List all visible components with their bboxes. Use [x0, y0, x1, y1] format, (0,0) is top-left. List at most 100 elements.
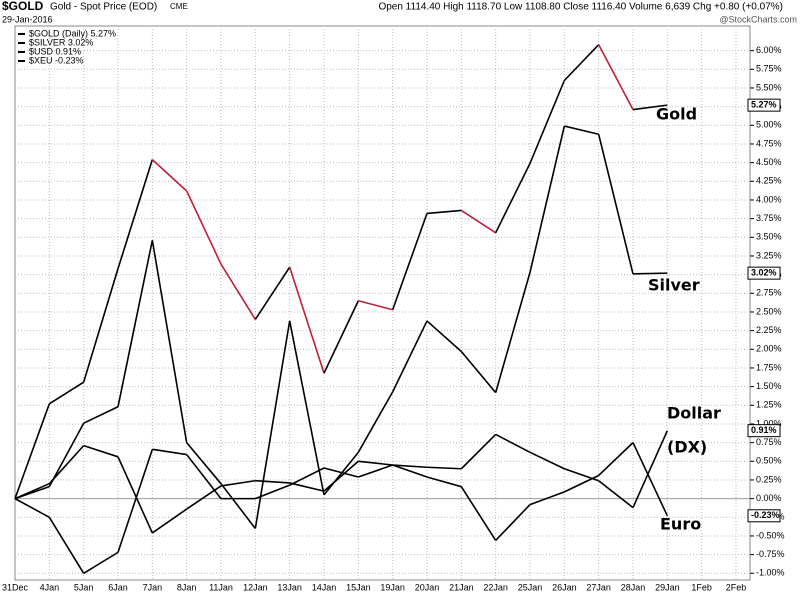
series-segment: [358, 464, 393, 478]
series-segment: [48, 422, 85, 488]
x-tick-label: 27Jan: [586, 582, 611, 592]
series-segment: [83, 551, 119, 574]
series-segment: [14, 482, 50, 500]
series-segment: [220, 479, 256, 487]
series-segment: [632, 272, 668, 275]
end-label: -0.23%: [751, 510, 780, 520]
x-tick-label: 31Dec: [2, 582, 29, 592]
x-tick-label: 19Jan: [380, 582, 405, 592]
y-tick-label: 2.00%: [756, 344, 782, 354]
series-segment: [564, 125, 599, 136]
y-tick-label: -0.75%: [756, 549, 785, 559]
series-segment: [529, 451, 565, 470]
end-label: 0.91%: [751, 425, 777, 435]
x-tick-label: 11Jan: [209, 582, 233, 592]
chart-subtitle: Gold - Spot Price (EOD): [50, 2, 157, 13]
series-segment: [83, 444, 119, 458]
series-segment: [460, 351, 497, 394]
series-segment: [529, 491, 565, 506]
x-tick-label: 21Jan: [449, 582, 474, 592]
series-segment: [564, 467, 599, 482]
x-tick-label: 26Jan: [552, 582, 577, 592]
end-label-box: [747, 98, 781, 112]
series-segment: [495, 504, 531, 541]
x-tick-label: 28Jan: [621, 582, 646, 592]
watermark: @StockCharts.com: [719, 14, 797, 24]
chart-title: $GOLD: [2, 0, 44, 13]
series-segment: [460, 209, 497, 234]
series-segment: [48, 516, 85, 574]
y-tick-label: 6.00%: [756, 45, 782, 55]
x-tick-label: 15Jan: [346, 582, 371, 592]
x-tick-label: 29Jan: [655, 582, 680, 592]
series-segment: [391, 320, 428, 393]
series-segment: [426, 209, 462, 215]
series-segment: [14, 497, 50, 518]
series-segment: [529, 125, 566, 273]
series-segment: [83, 406, 119, 424]
series-segment: [14, 403, 51, 499]
x-tick-label: 8Jan: [177, 582, 197, 592]
y-tick-label: 0.00%: [756, 493, 782, 503]
y-tick-label: 3.75%: [756, 213, 782, 223]
end-label-box: [747, 509, 781, 523]
series-segment: [358, 460, 393, 466]
series-segment: [529, 80, 566, 164]
end-label-box: [747, 266, 781, 280]
x-tick-label: 7Jan: [143, 582, 163, 592]
series-segment: [117, 456, 154, 534]
series-segment: [392, 464, 428, 478]
y-tick-label: 5.75%: [756, 64, 782, 74]
y-tick-label: 3.25%: [756, 250, 782, 260]
y-tick-label: 4.50%: [756, 157, 782, 167]
quote: Open 1114.40 High 1118.70 Low 1108.80 Cl…: [378, 2, 783, 13]
series-segment: [597, 134, 634, 275]
legend-label: $SILVER 3.02%: [29, 37, 93, 47]
series-segment: [358, 299, 393, 311]
annotation: Dollar: [667, 404, 721, 423]
series-segment: [82, 268, 119, 383]
plot-frame: [14, 25, 751, 581]
y-tick-label: 0.75%: [756, 437, 782, 447]
series-segment: [323, 467, 359, 478]
legend-label: $XEU -0.23%: [29, 55, 84, 65]
series-segment: [426, 476, 462, 488]
series-segment: [151, 508, 188, 534]
series-segment: [632, 430, 669, 508]
annotation: Euro: [660, 515, 701, 534]
series-segment: [494, 163, 531, 234]
y-tick-label: -1.00%: [756, 568, 785, 578]
series-segment: [563, 44, 600, 82]
series-segment: [186, 454, 222, 500]
y-tick-label: 2.25%: [756, 325, 782, 335]
x-tick-label: 14Jan: [312, 582, 337, 592]
end-label: 3.02%: [751, 268, 777, 278]
series-segment: [357, 391, 394, 453]
y-tick-label: 4.25%: [756, 176, 782, 186]
series-segment: [152, 448, 187, 456]
series-segment: [426, 466, 462, 470]
date: 29-Jan-2016: [2, 14, 53, 24]
series-segment: [391, 213, 428, 310]
series-segment: [220, 483, 256, 529]
series-segment: [185, 190, 222, 265]
series-segment: [289, 482, 325, 492]
y-tick-label: 2.75%: [756, 288, 782, 298]
y-tick-label: 4.75%: [756, 138, 782, 148]
series-segment: [632, 442, 669, 517]
end-label-box: [747, 424, 781, 438]
series-segment: [48, 381, 85, 405]
x-tick-label: 12Jan: [243, 582, 268, 592]
series-segment: [426, 320, 462, 353]
annotation: (DX): [667, 438, 707, 457]
series-segment: [289, 467, 325, 486]
y-tick-label: 5.00%: [756, 120, 782, 130]
series-segment: [597, 44, 634, 110]
y-tick-label: 1.00%: [756, 418, 782, 428]
legend-label: $GOLD (Daily) 5.27%: [29, 28, 116, 38]
series-segment: [392, 464, 428, 469]
series-segment: [460, 433, 497, 470]
series-segment: [48, 445, 85, 485]
series-segment: [323, 460, 359, 492]
